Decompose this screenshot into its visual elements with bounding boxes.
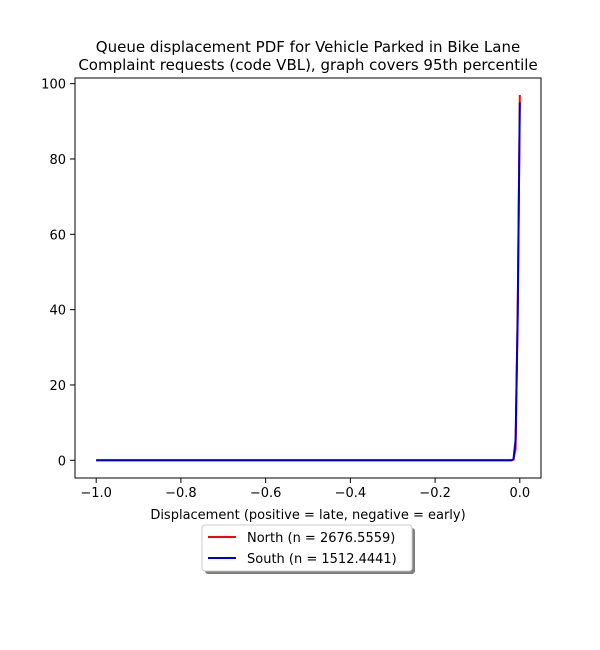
legend-label-north: North (n = 2676.5559) — [247, 531, 395, 546]
plot-area — [74, 77, 542, 479]
y-axis: 0 20 40 60 80 100 — [41, 78, 75, 469]
y-tick-label: 20 — [49, 379, 66, 394]
x-tick-label: −0.2 — [419, 486, 451, 501]
y-tick-label: 100 — [41, 78, 66, 93]
series-line-north — [96, 94, 521, 462]
chart-subtitle: Complaint requests (code VBL), graph cov… — [78, 56, 537, 74]
legend-label-south: South (n = 1512.4441) — [247, 552, 397, 567]
x-axis-label: Displacement (positive = late, negative … — [150, 508, 465, 523]
x-tick-label: −0.8 — [165, 486, 197, 501]
y-tick-label: 60 — [49, 228, 66, 243]
y-tick-label: 40 — [49, 304, 66, 319]
series-line-south — [96, 102, 521, 462]
x-axis: −1.0 −0.8 −0.6 −0.4 −0.2 0.0 — [80, 478, 530, 501]
x-tick-label: −0.4 — [335, 486, 367, 501]
y-tick-label: 80 — [49, 153, 66, 168]
legend: North (n = 2676.5559) South (n = 1512.44… — [201, 524, 415, 574]
x-tick-label: −0.6 — [250, 486, 282, 501]
x-tick-label: −1.0 — [80, 486, 112, 501]
legend-box — [201, 524, 413, 572]
chart-title: Queue displacement PDF for Vehicle Parke… — [96, 38, 520, 56]
x-tick-label: 0.0 — [509, 486, 530, 501]
series-lines — [96, 94, 521, 462]
y-tick-label: 0 — [58, 454, 66, 469]
